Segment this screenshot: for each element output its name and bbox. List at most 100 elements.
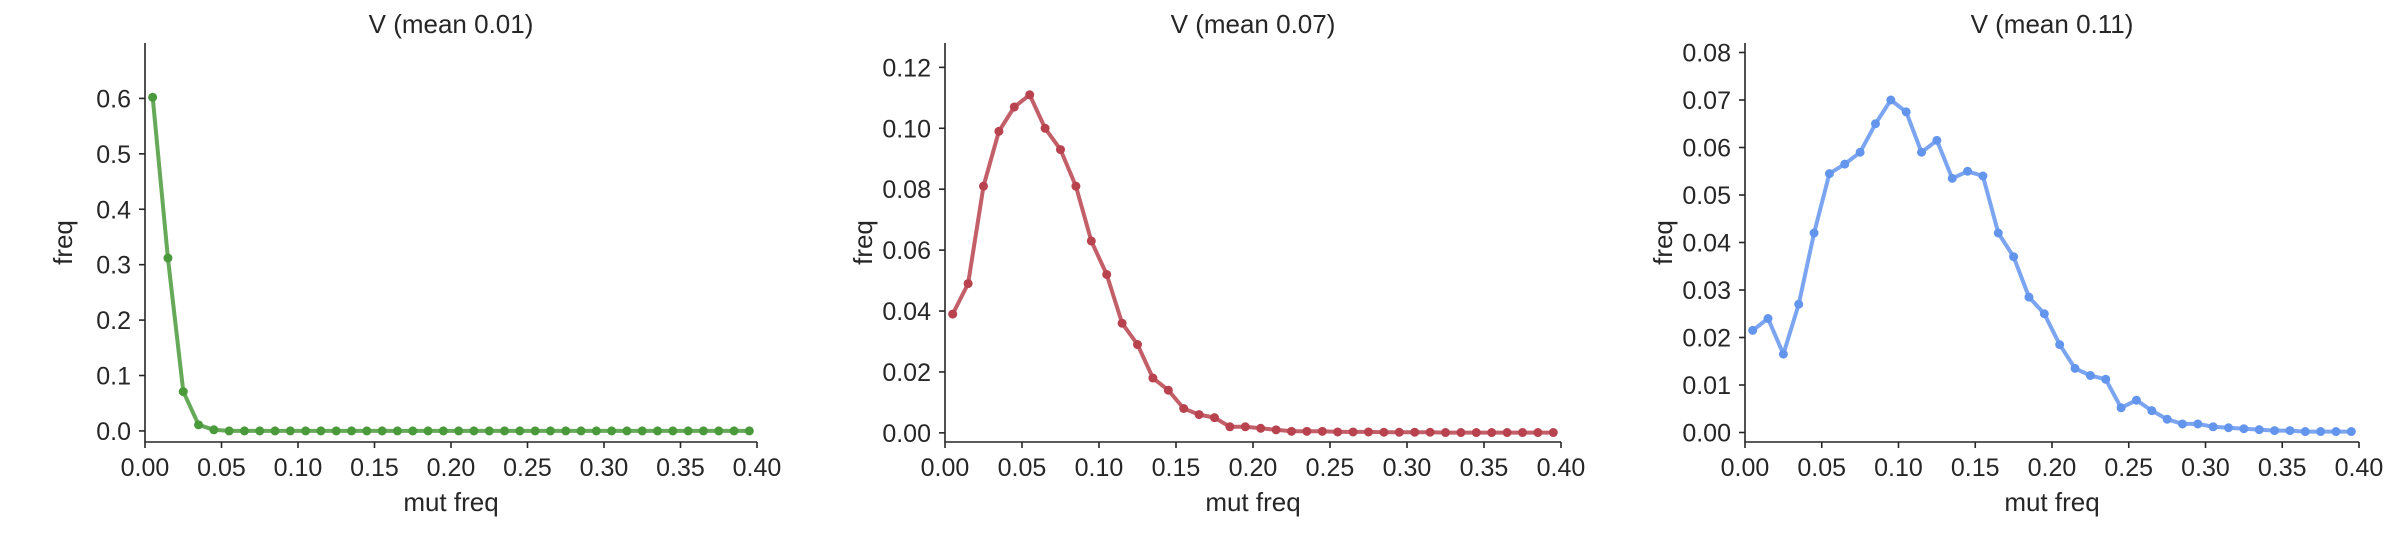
- data-point: [2131, 395, 2141, 405]
- data-point: [301, 426, 311, 436]
- data-point: [1348, 427, 1358, 437]
- x-tick-label: 0.15: [350, 454, 399, 482]
- data-point: [2147, 406, 2157, 416]
- x-tick-label: 0.40: [1537, 454, 1586, 482]
- chart-title: V (mean 0.11): [1971, 9, 2134, 39]
- data-point: [2024, 292, 2034, 302]
- y-tick-label: 0.08: [1682, 40, 1731, 68]
- data-point: [1748, 325, 1758, 335]
- x-tick-label: 0.10: [1075, 454, 1124, 482]
- chart-title: V (mean 0.07): [1171, 9, 1336, 39]
- data-point: [1317, 426, 1327, 436]
- data-point: [1056, 145, 1065, 155]
- data-point: [2316, 427, 2326, 437]
- data-point: [1809, 228, 1819, 238]
- data-point: [963, 279, 973, 289]
- y-axis-label: freq: [1648, 220, 1678, 265]
- y-tick-label: 0.04: [1682, 230, 1731, 258]
- y-tick-label: 0.2: [96, 307, 131, 335]
- data-point: [377, 426, 387, 436]
- x-tick-label: 0.20: [1229, 454, 1278, 482]
- chart-panel-2: V (mean 0.07) mut freq freq 0.00 0.05 0.10…: [848, 9, 1585, 517]
- x-tick-label: 0.20: [427, 454, 476, 482]
- data-point: [1410, 427, 1420, 437]
- data-point: [1194, 410, 1204, 420]
- data-point: [994, 126, 1004, 136]
- data-point: [668, 426, 678, 436]
- x-tick-label: 0.30: [580, 454, 629, 482]
- data-point: [392, 426, 402, 436]
- data-point: [2070, 363, 2080, 373]
- y-tick-label: 0.06: [882, 237, 931, 265]
- data-point: [285, 426, 295, 436]
- data-point: [2039, 309, 2049, 319]
- y-tick-label: 0.1: [96, 363, 131, 391]
- chart-title: V (mean 0.01): [369, 9, 534, 39]
- data-point: [1947, 173, 1957, 183]
- series-line: [1750, 98, 2354, 434]
- data-point: [2101, 374, 2111, 384]
- x-tick-label: 0.05: [197, 454, 246, 482]
- data-point: [1932, 135, 1942, 145]
- data-point: [1071, 181, 1081, 191]
- data-point: [239, 426, 249, 436]
- data-point: [1978, 171, 1988, 181]
- data-point: [1917, 147, 1927, 157]
- x-tick-label: 0.35: [2258, 454, 2307, 482]
- data-point: [1518, 428, 1527, 438]
- data-point: [163, 253, 173, 263]
- x-tick-label: 0.05: [998, 454, 1047, 482]
- data-point: [224, 426, 234, 436]
- data-point: [1102, 269, 1112, 279]
- y-tick-label: 0.05: [1682, 182, 1731, 210]
- data-point: [576, 426, 586, 436]
- data-point: [515, 426, 525, 436]
- data-point: [683, 426, 693, 436]
- data-point: [2055, 340, 2065, 350]
- x-tick-label: 0.35: [1460, 454, 1509, 482]
- data-point: [2162, 414, 2172, 424]
- data-point: [2300, 427, 2310, 437]
- data-point: [469, 426, 479, 436]
- data-point: [1302, 426, 1312, 436]
- data-point: [1240, 422, 1250, 432]
- data-point: [1778, 349, 1788, 359]
- data-point: [1287, 426, 1296, 436]
- data-point: [714, 426, 724, 436]
- y-tick-label: 0.02: [882, 359, 931, 387]
- data-point: [2177, 419, 2187, 429]
- y-tick-label: 0.07: [1682, 87, 1731, 115]
- data-point: [637, 426, 647, 436]
- data-point: [1502, 428, 1512, 438]
- y-axis-label: freq: [48, 220, 78, 265]
- x-tick-label: 0.35: [656, 454, 705, 482]
- data-point: [1379, 427, 1389, 437]
- data-point: [362, 426, 372, 436]
- x-tick-label: 0.25: [503, 454, 552, 482]
- y-axis-label: freq: [848, 220, 878, 265]
- data-point: [2009, 252, 2019, 262]
- data-point: [2116, 403, 2126, 413]
- x-tick-label: 0.05: [1797, 454, 1846, 482]
- y-tick-label: 0.04: [882, 298, 931, 326]
- x-tick-label: 0.15: [1152, 454, 1201, 482]
- data-point: [1456, 428, 1466, 438]
- data-point: [1333, 427, 1343, 437]
- data-point: [1256, 423, 1266, 433]
- data-point: [2346, 427, 2356, 437]
- y-tick-label: 0.10: [882, 115, 931, 143]
- data-point: [948, 309, 958, 319]
- data-point: [1441, 428, 1450, 438]
- data-point: [2254, 425, 2264, 435]
- data-point: [1133, 340, 1142, 350]
- x-tick-label: 0.00: [121, 454, 170, 482]
- y-tick-label: 0.06: [1682, 135, 1731, 163]
- data-point: [1210, 413, 1219, 423]
- data-point: [484, 426, 494, 436]
- data-point: [1763, 314, 1773, 323]
- data-point: [545, 426, 555, 436]
- x-axis-label: mut freq: [1205, 487, 1300, 517]
- data-point: [1271, 425, 1281, 435]
- data-point: [2285, 426, 2295, 436]
- y-tick-label: 0.03: [1682, 277, 1731, 305]
